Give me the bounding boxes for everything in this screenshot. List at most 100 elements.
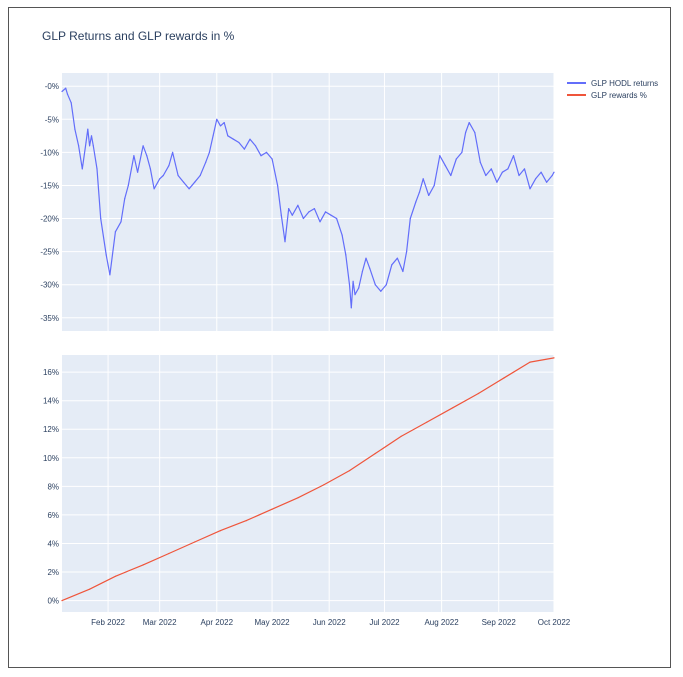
data-point [142,564,144,566]
data-point [501,171,503,173]
series-line [61,357,555,602]
data-point [254,145,257,147]
data-point [137,171,139,173]
data-point [146,155,148,157]
data-point [374,452,376,455]
data-point [162,174,164,177]
data-point [168,165,170,167]
data-point [120,221,122,223]
x-tick-label: Oct 2022 [538,618,571,627]
data-point [219,530,222,532]
data-point [439,155,441,157]
data-point [546,181,548,183]
data-point [219,125,222,127]
data-point [350,307,352,309]
data-point [70,102,72,104]
y-tick-label: 8% [47,482,59,491]
data-point [212,135,214,137]
data-point [535,178,537,180]
y-tick-label: -25% [40,248,59,257]
data-point [205,161,207,163]
data-point [455,158,457,160]
data-point [461,151,463,153]
data-point [66,93,69,95]
data-point [369,267,371,269]
data-point [194,181,196,183]
data-point [428,194,430,196]
data-point [271,158,273,160]
data-point [280,214,282,216]
data-point [507,168,509,170]
data-point [142,145,144,147]
data-point [426,421,428,423]
data-point [518,174,520,177]
data-point [336,217,338,220]
data-point [232,138,234,140]
legend-label-rewards: GLP rewards % [591,91,647,100]
data-point [78,145,80,147]
data-point [249,138,251,140]
data-point [354,294,356,296]
data-point [396,257,398,259]
data-point [89,145,91,147]
data-point [216,118,218,120]
data-point [553,171,555,173]
y-tick-label: 10% [43,454,59,463]
y-tick-label: -35% [40,314,59,323]
data-point [87,128,89,130]
data-point [474,131,476,134]
x-tick-label: Mar 2022 [143,618,177,627]
data-point [540,171,542,173]
data-point [194,541,196,543]
data-point [243,148,245,150]
data-point [529,361,531,363]
data-point [308,211,310,213]
y-tick-label: -30% [40,281,59,290]
data-point [81,168,83,170]
data-point [85,141,87,144]
data-point [477,392,479,395]
data-point [124,198,126,200]
data-point [512,155,515,157]
data-point [153,188,155,190]
data-point [89,588,91,590]
data-point [465,131,467,134]
data-point [485,174,487,177]
data-point [291,214,293,216]
data-point [127,184,129,187]
data-point [271,508,273,510]
data-point [172,151,174,153]
data-point [302,217,304,220]
data-point [365,257,367,259]
y-tick-label: 12% [43,425,59,434]
data-point [444,165,446,167]
data-point [96,168,98,170]
data-point [149,168,151,170]
data-point [284,241,286,243]
legend-label-hodl: GLP HODL returns [591,79,658,88]
data-point [159,178,161,180]
data-point [433,184,435,187]
y-tick-label: 14% [43,397,59,406]
data-point [330,214,332,216]
data-point [238,141,240,144]
subplot-1: -0% -5% -10% -15% -20% -25% -30% -35% [40,73,555,331]
data-point [380,290,382,292]
x-tick-label: Sep 2022 [482,618,517,627]
data-point [468,122,470,124]
data-point [406,251,408,253]
data-point [114,575,116,577]
data-point [361,270,363,273]
data-point [109,274,111,276]
data-point [297,204,299,206]
data-point [374,284,376,286]
plots-layer: -0% -5% -10% -15% -20% -25% -30% -35% 0% 2% 4% 6% 8%… [40,73,571,627]
data-point [90,135,93,137]
y-tick-label: 16% [43,368,59,377]
data-point [297,497,299,499]
data-point [385,284,387,286]
data-point [265,151,268,153]
data-point [523,168,526,170]
data-point [490,168,492,170]
y-tick-label: -20% [40,215,59,224]
